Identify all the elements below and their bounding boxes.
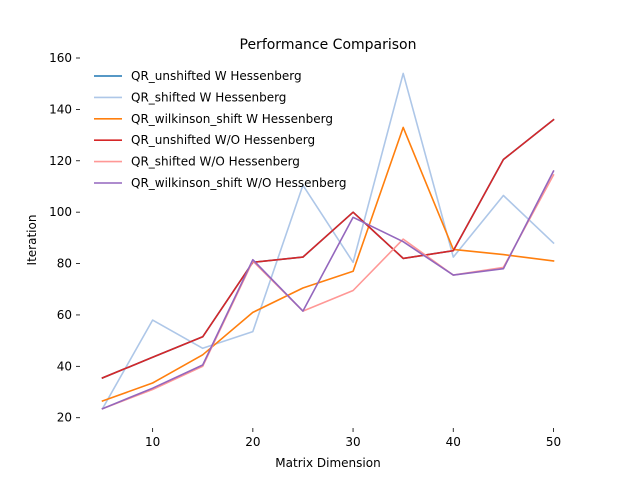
- x-tick-label: 30: [345, 435, 360, 449]
- legend-label: QR_unshifted W/O Hessenberg: [131, 133, 315, 147]
- legend-label: QR_wilkinson_shift W Hessenberg: [131, 112, 333, 126]
- series-line-6: [101, 170, 555, 410]
- legend-label: QR_shifted W Hessenberg: [131, 90, 286, 104]
- x-tick-label: 20: [245, 435, 260, 449]
- x-tick-label: 50: [546, 435, 561, 449]
- x-tick-label: 10: [145, 435, 160, 449]
- y-tick-label: 140: [49, 102, 72, 116]
- chart-title: Performance Comparison: [240, 37, 417, 53]
- y-axis: 20 40 60 80 100 120 140 160: [49, 51, 80, 425]
- y-tick-label: 160: [49, 51, 72, 65]
- x-axis: 10 20 30 40 50: [145, 428, 561, 449]
- plot-area: [101, 72, 555, 410]
- y-tick-label: 20: [57, 411, 72, 425]
- series-line-2: [101, 72, 555, 410]
- legend: QR_unshifted W Hessenberg QR_shifted W He…: [94, 69, 346, 190]
- y-axis-label: Iteration: [25, 215, 39, 266]
- series-line-3: [101, 126, 555, 403]
- x-axis-label: Matrix Dimension: [275, 456, 380, 470]
- legend-label: QR_unshifted W Hessenberg: [131, 69, 302, 83]
- y-tick-label: 40: [57, 359, 72, 373]
- legend-label: QR_shifted W/O Hessenberg: [131, 155, 300, 169]
- y-tick-label: 100: [49, 205, 72, 219]
- x-tick-label: 40: [446, 435, 461, 449]
- y-tick-label: 60: [57, 308, 72, 322]
- y-tick-label: 80: [57, 257, 72, 271]
- series-line-4: [101, 118, 555, 379]
- y-tick-label: 120: [49, 154, 72, 168]
- legend-label: QR_wilkinson_shift W/O Hessenberg: [131, 176, 346, 190]
